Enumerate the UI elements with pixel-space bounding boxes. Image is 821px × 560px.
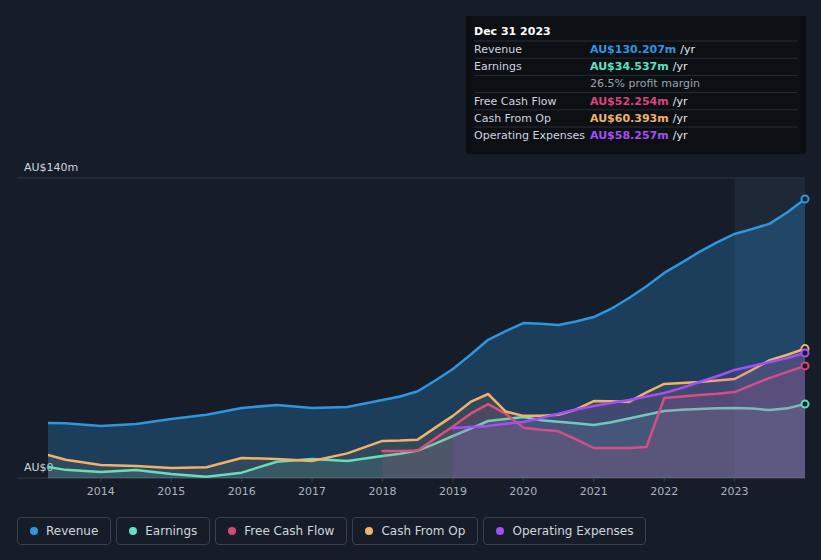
end-markers (802, 196, 809, 408)
legend-item[interactable]: Earnings (116, 517, 210, 545)
tooltip-value: AU$60.393m (590, 112, 669, 125)
tooltip: Dec 31 2023 Revenue AU$130.207m/yr Earnings… (466, 16, 806, 154)
x-tick-label: 2016 (228, 485, 256, 498)
tooltip-value: AU$58.257m (590, 129, 669, 142)
tooltip-unit: /yr (680, 43, 695, 56)
series-area (48, 349, 805, 478)
end-marker (802, 350, 809, 357)
plot-area (48, 199, 805, 478)
tooltip-label: Cash From Op (474, 112, 551, 125)
grid-line (17, 178, 805, 179)
legend-label: Cash From Op (381, 524, 465, 538)
tooltip-value-line: AU$34.537m/yr (590, 60, 688, 73)
legend-swatch (365, 527, 373, 535)
x-tick-label: 2019 (439, 485, 467, 498)
tooltip-label: Earnings (474, 60, 522, 73)
x-tick-label: 2015 (157, 485, 185, 498)
tooltip-unit: /yr (673, 112, 688, 125)
x-tick (734, 478, 735, 482)
tooltip-unit: /yr (673, 60, 688, 73)
legend-item[interactable]: Revenue (17, 517, 111, 545)
series-line (453, 353, 805, 428)
x-tick (382, 478, 383, 482)
legend-label: Operating Expenses (512, 524, 633, 538)
tooltip-divider (474, 41, 798, 42)
tooltip-value: AU$52.254m (590, 95, 669, 108)
series-area (48, 199, 805, 478)
tooltip-value-line: AU$60.393m/yr (590, 112, 688, 125)
end-marker (802, 401, 809, 408)
x-tick-label: 2021 (580, 485, 608, 498)
legend-item[interactable]: Free Cash Flow (215, 517, 347, 545)
tooltip-value-line: AU$130.207m/yr (590, 43, 696, 56)
x-tick-label: 2023 (721, 485, 749, 498)
x-tick (523, 478, 524, 482)
legend-item[interactable]: Operating Expenses (483, 517, 646, 545)
legend-swatch (228, 527, 236, 535)
x-tick (171, 478, 172, 482)
end-marker (802, 362, 809, 369)
x-tick (100, 478, 101, 482)
x-tick (664, 478, 665, 482)
tooltip-value-line: AU$52.254m/yr (590, 95, 688, 108)
y-tick-label: AU$140m (24, 161, 78, 174)
tooltip-unit: /yr (673, 129, 688, 142)
end-marker (802, 196, 809, 203)
tooltip-value: AU$34.537m (590, 60, 669, 73)
legend-swatch (496, 527, 504, 535)
tooltip-divider (474, 109, 798, 110)
tooltip-value-line: AU$58.257m/yr (590, 129, 688, 142)
tooltip-divider (474, 127, 798, 128)
x-tick-label: 2018 (368, 485, 396, 498)
legend-item[interactable]: Cash From Op (352, 517, 478, 545)
tooltip-label: Operating Expenses (474, 129, 585, 142)
legend: Revenue Earnings Free Cash Flow Cash From O… (17, 517, 646, 545)
x-tick (312, 478, 313, 482)
series-area (453, 353, 805, 478)
tooltip-label: Free Cash Flow (474, 95, 557, 108)
legend-label: Free Cash Flow (244, 524, 334, 538)
x-tick-label: 2017 (298, 485, 326, 498)
chart-svg: AU$0AU$140m20142015201620172018201920202… (0, 0, 821, 560)
x-tick (593, 478, 594, 482)
legend-swatch (30, 527, 38, 535)
legend-swatch (129, 527, 137, 535)
tooltip-date: Dec 31 2023 (474, 25, 551, 38)
chart-root: AU$0AU$140m20142015201620172018201920202… (0, 0, 821, 560)
legend-label: Revenue (46, 524, 98, 538)
x-tick-label: 2022 (650, 485, 678, 498)
x-tick-label: 2020 (509, 485, 537, 498)
tooltip-divider (474, 92, 798, 93)
x-tick-label: 2014 (87, 485, 115, 498)
legend-label: Earnings (145, 524, 197, 538)
x-tick (241, 478, 242, 482)
tooltip-unit: /yr (673, 95, 688, 108)
tooltip-value: AU$130.207m (590, 43, 676, 56)
x-tick (452, 478, 453, 482)
tooltip-note: 26.5% profit margin (590, 77, 700, 90)
tooltip-divider (474, 58, 798, 59)
tooltip-bg (466, 16, 806, 154)
tooltip-divider (474, 75, 798, 76)
tooltip-label: Revenue (474, 43, 522, 56)
